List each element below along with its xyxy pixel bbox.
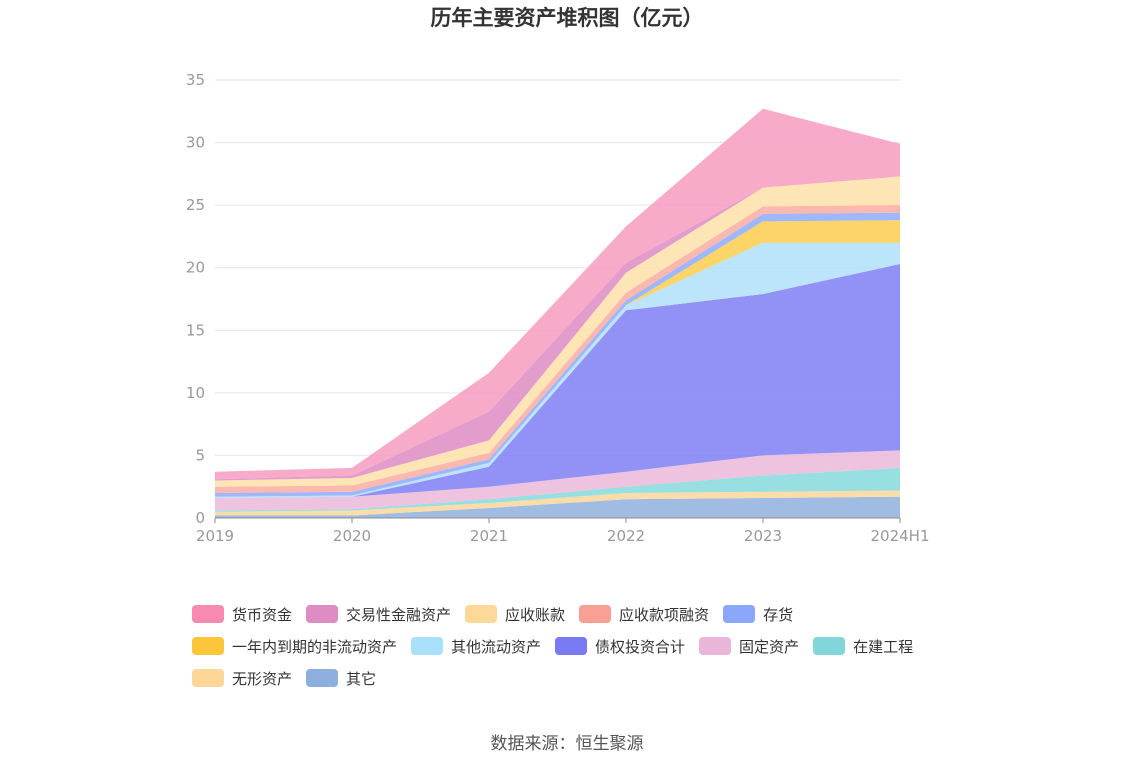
legend-row: 无形资产 其它 bbox=[192, 662, 972, 694]
legend-label: 其它 bbox=[346, 669, 377, 688]
legend-item[interactable]: 在建工程 bbox=[813, 636, 913, 657]
legend-swatch bbox=[813, 637, 846, 655]
legend-label: 应收账款 bbox=[505, 605, 566, 624]
legend-label: 其他流动资产 bbox=[451, 637, 542, 656]
legend-label: 交易性金融资产 bbox=[346, 605, 452, 624]
legend-item[interactable]: 其它 bbox=[306, 668, 376, 689]
data-source: 数据来源：恒生聚源 bbox=[490, 734, 644, 754]
x-tick-label: 2019 bbox=[196, 527, 234, 545]
legend-item[interactable]: 无形资产 bbox=[192, 668, 292, 689]
area-在建工程 bbox=[215, 467, 900, 512]
legend-swatch bbox=[579, 605, 612, 623]
x-tick-label: 2022 bbox=[607, 527, 645, 545]
legend: 货币资金 交易性金融资产 应收账款 应收款项融资 存货一年内到期的非流动资产 其他流动资产… bbox=[192, 598, 972, 694]
x-tick-label: 2020 bbox=[333, 527, 371, 545]
y-tick-label: 0 bbox=[195, 509, 205, 527]
legend-swatch bbox=[192, 637, 224, 655]
x-tick-label: 2024H1 bbox=[871, 527, 930, 545]
y-tick-label: 35 bbox=[186, 71, 205, 89]
y-tick-label: 30 bbox=[186, 134, 205, 152]
area-债权投资合计 bbox=[215, 264, 900, 498]
y-tick-label: 20 bbox=[186, 259, 205, 277]
legend-item[interactable]: 存货 bbox=[723, 604, 793, 625]
area-series bbox=[215, 108, 900, 518]
legend-swatch bbox=[411, 637, 444, 655]
axes: 0 5 10 15 20 25 30 35 2019 2020 2021 2022 2023 2024H1 bbox=[186, 71, 930, 545]
chart-title: 历年主要资产堆积图（亿元） bbox=[430, 6, 704, 30]
legend-label: 债权投资合计 bbox=[595, 637, 686, 656]
legend-label: 应收款项融资 bbox=[619, 605, 710, 624]
legend-swatch bbox=[465, 605, 498, 623]
y-tick-label: 10 bbox=[186, 384, 205, 402]
legend-swatch bbox=[555, 637, 588, 655]
legend-swatch bbox=[192, 605, 224, 623]
legend-swatch bbox=[699, 637, 732, 655]
legend-label: 无形资产 bbox=[232, 669, 293, 688]
legend-row: 货币资金 交易性金融资产 应收账款 应收款项融资 存货 bbox=[192, 598, 972, 630]
legend-swatch bbox=[192, 669, 224, 687]
legend-label: 一年内到期的非流动资产 bbox=[232, 637, 398, 656]
legend-item[interactable]: 其他流动资产 bbox=[411, 636, 541, 657]
legend-item[interactable]: 交易性金融资产 bbox=[306, 604, 451, 625]
legend-swatch bbox=[306, 669, 339, 687]
legend-row: 一年内到期的非流动资产 其他流动资产 债权投资合计 固定资产 在建工程 bbox=[192, 630, 972, 662]
legend-label: 固定资产 bbox=[739, 637, 800, 656]
legend-item[interactable]: 债权投资合计 bbox=[555, 636, 685, 657]
x-tick-label: 2023 bbox=[744, 527, 782, 545]
legend-item[interactable]: 应收账款 bbox=[465, 604, 565, 625]
legend-label: 在建工程 bbox=[853, 637, 914, 656]
area-无形资产 bbox=[215, 490, 900, 516]
x-tick-label: 2021 bbox=[470, 527, 508, 545]
legend-item[interactable]: 固定资产 bbox=[699, 636, 799, 657]
y-tick-label: 5 bbox=[195, 446, 205, 464]
legend-label: 货币资金 bbox=[232, 605, 293, 624]
legend-item[interactable]: 应收款项融资 bbox=[579, 604, 709, 625]
legend-item[interactable]: 一年内到期的非流动资产 bbox=[192, 636, 397, 657]
area-其他流动资产 bbox=[215, 242, 900, 498]
legend-swatch bbox=[306, 605, 339, 623]
y-tick-label: 25 bbox=[186, 196, 205, 214]
y-tick-label: 15 bbox=[186, 321, 205, 339]
legend-swatch bbox=[723, 605, 756, 623]
area-货币资金 bbox=[215, 108, 900, 480]
area-其它 bbox=[215, 496, 900, 518]
stacked-area-chart: 0 5 10 15 20 25 30 35 2019 2020 2021 2022 2023 2024H1 bbox=[186, 71, 930, 545]
legend-label: 存货 bbox=[763, 605, 794, 624]
legend-item[interactable]: 货币资金 bbox=[192, 604, 292, 625]
area-固定资产 bbox=[215, 450, 900, 511]
